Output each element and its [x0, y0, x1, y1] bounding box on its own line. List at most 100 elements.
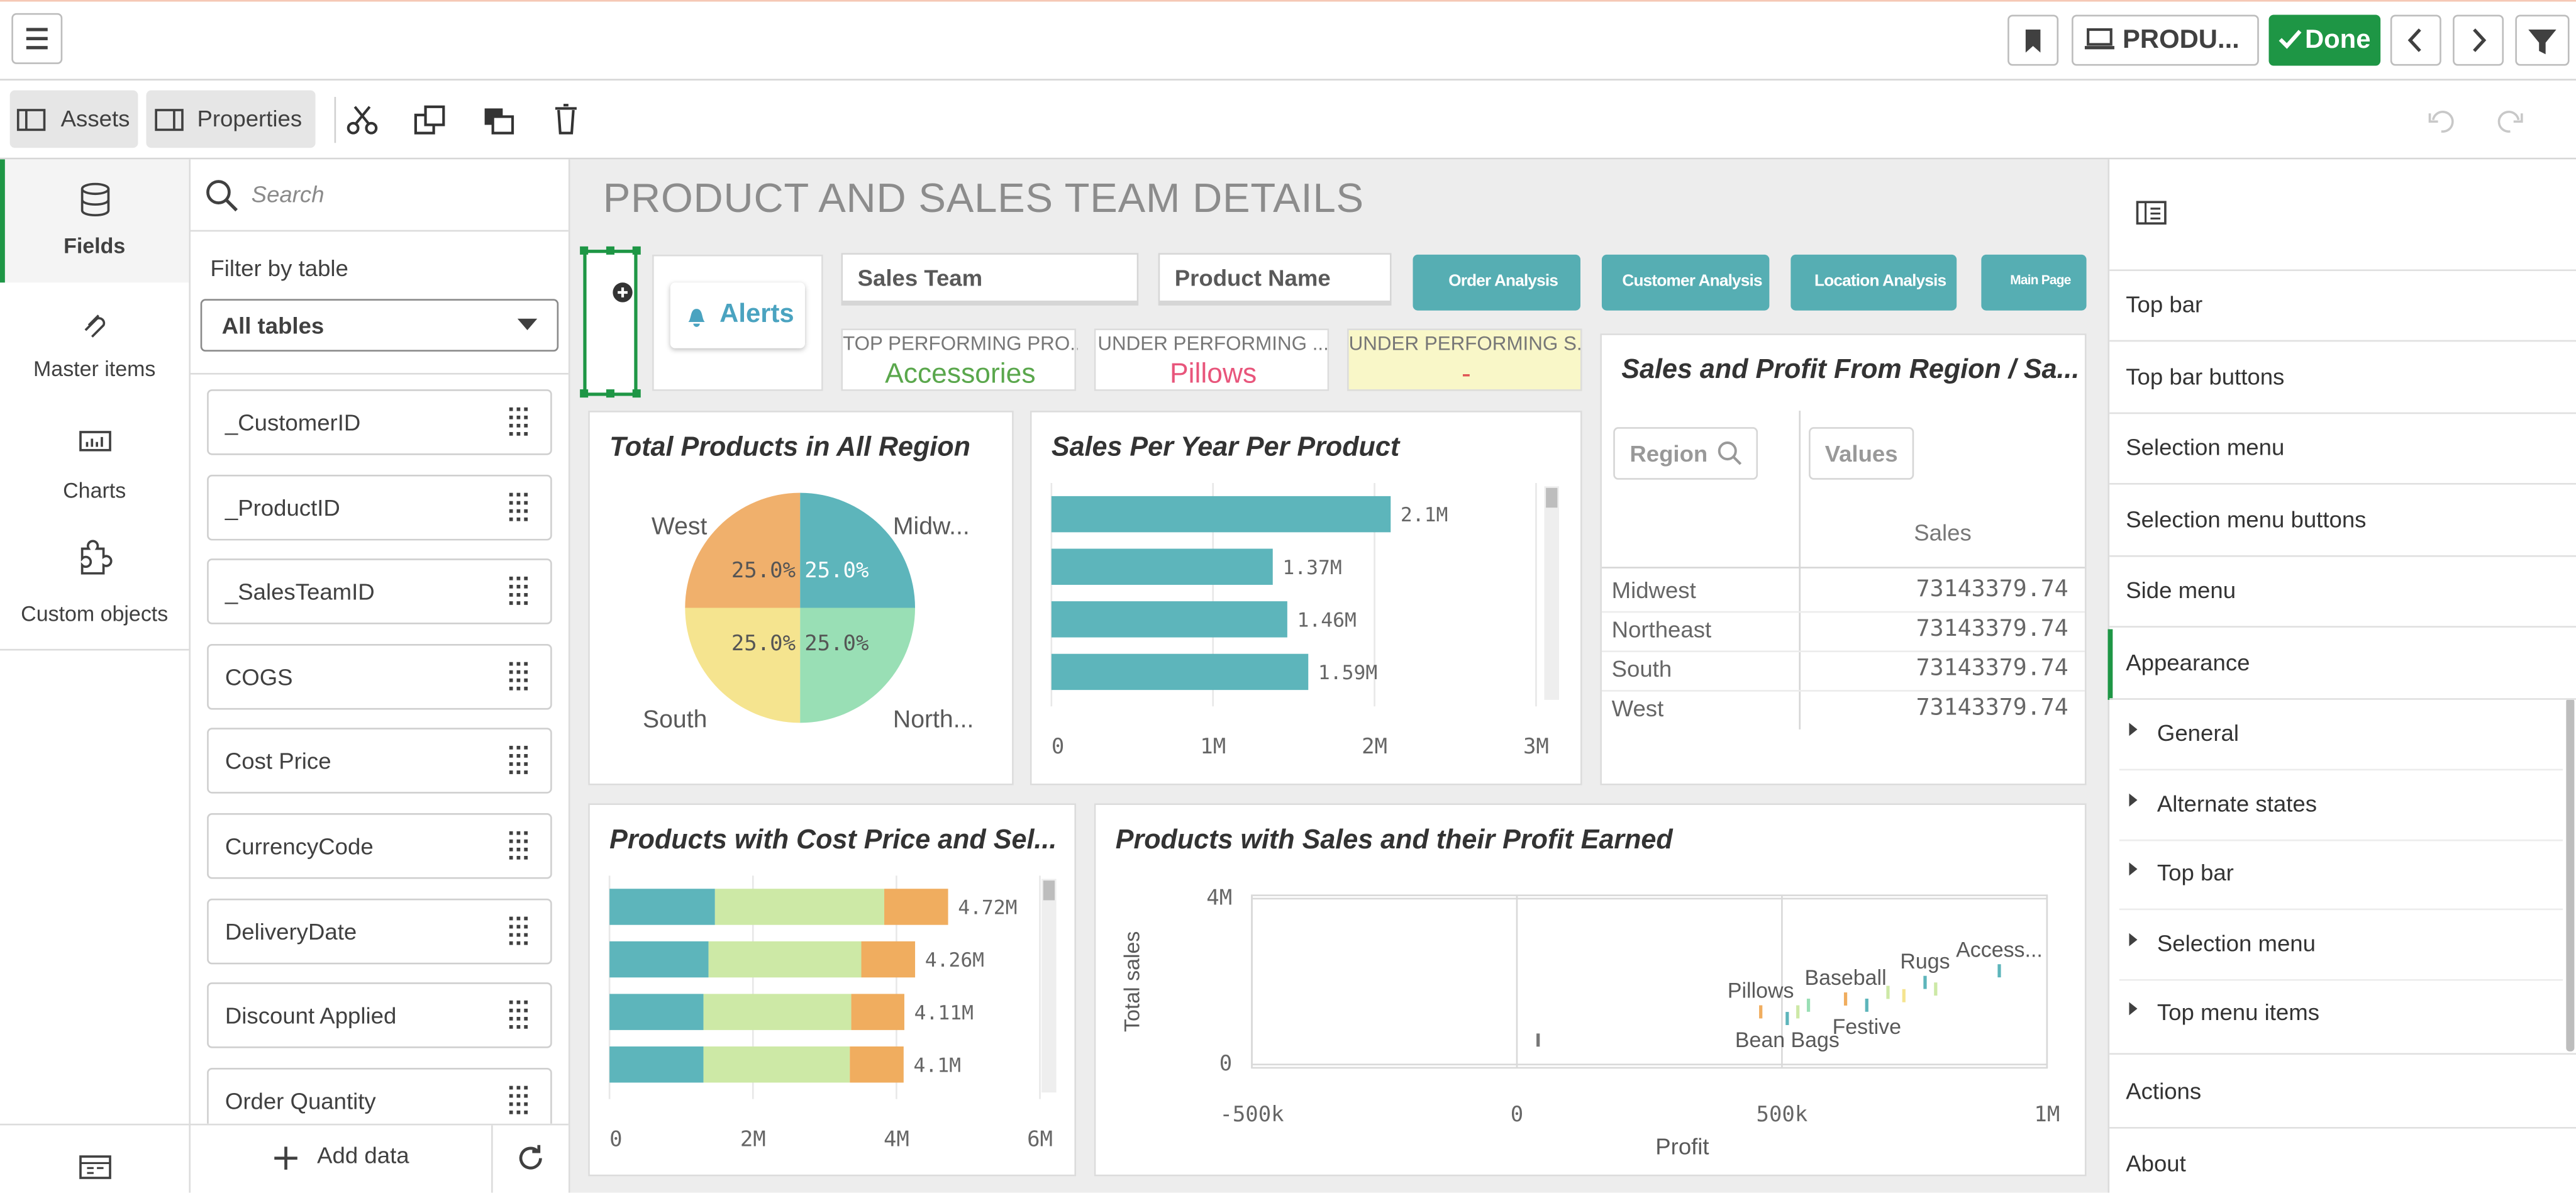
- x-tick-label: 1M: [2034, 1102, 2060, 1127]
- drag-handle[interactable]: [508, 406, 531, 438]
- drag-handle[interactable]: [508, 491, 531, 523]
- kpi-value: Pillows: [1170, 358, 1257, 390]
- section-item[interactable]: Selection menu: [2126, 434, 2285, 460]
- nav-button[interactable]: Customer Analysis: [1601, 254, 1770, 311]
- nav-item[interactable]: Custom objects: [21, 601, 169, 626]
- field-item[interactable]: Cost Price: [207, 728, 552, 794]
- drag-handle[interactable]: [508, 999, 531, 1032]
- table-object[interactable]: Sales and Profit From Region / Sa... Regi…: [1600, 333, 2087, 785]
- divider: [191, 230, 569, 232]
- add-data-button[interactable]: Add data: [317, 1141, 409, 1168]
- done-button[interactable]: Done: [2268, 14, 2381, 66]
- selected-object[interactable]: [583, 250, 638, 396]
- field-name: _CustomerID: [225, 409, 361, 436]
- x-tick-label: 2M: [740, 1126, 766, 1151]
- nav-button-label: Customer Analysis: [1622, 272, 1762, 291]
- dimension-header[interactable]: Region: [1613, 427, 1758, 480]
- scrollbar-thumb: [1546, 487, 1558, 508]
- bar-total-label: 4.11M: [914, 1002, 974, 1024]
- filter-button[interactable]: [2515, 14, 2570, 66]
- expand-arrow[interactable]: [2128, 1001, 2141, 1017]
- section-item[interactable]: Side menu: [2126, 577, 2236, 604]
- field-item[interactable]: _ProductID: [207, 474, 552, 540]
- field-item[interactable]: CurrencyCode: [207, 813, 552, 879]
- nav-button[interactable]: Location Analysis: [1790, 254, 1957, 311]
- values-header[interactable]: Values: [1809, 427, 1914, 480]
- section-item[interactable]: Actions: [2126, 1077, 2202, 1104]
- field-name: COGS: [225, 663, 293, 690]
- slice-category-label: South: [643, 706, 707, 733]
- field-item[interactable]: _CustomerID: [207, 389, 552, 455]
- drag-handle[interactable]: [508, 1084, 531, 1117]
- y-axis-title: Total sales: [1120, 931, 1144, 1032]
- field-item[interactable]: _SalesTeamID: [207, 558, 552, 625]
- sub-item[interactable]: General: [2157, 719, 2239, 746]
- next-button[interactable]: [2453, 14, 2504, 66]
- divider: [2109, 483, 2576, 486]
- chart-panel[interactable]: [588, 803, 1077, 1177]
- field-item[interactable]: Discount Applied: [207, 982, 552, 1049]
- search-input[interactable]: Search: [251, 180, 325, 208]
- chart-title: Products with Cost Price and Sel...: [609, 824, 1057, 855]
- expand-arrow[interactable]: [2128, 791, 2141, 807]
- divider: [491, 1125, 493, 1193]
- table-filter-dropdown[interactable]: All tables: [200, 299, 559, 352]
- pie-slice: [800, 608, 916, 723]
- section-item[interactable]: Top bar buttons: [2126, 362, 2285, 389]
- chart-panel[interactable]: [1030, 411, 1582, 785]
- drag-handle[interactable]: [508, 660, 531, 693]
- nav-item[interactable]: Charts: [63, 478, 126, 503]
- field-item[interactable]: Order Quantity: [207, 1067, 552, 1124]
- menu-icon: [26, 28, 48, 50]
- filter-pane[interactable]: Product Name: [1158, 253, 1392, 306]
- sub-item[interactable]: Top bar: [2157, 859, 2234, 885]
- bar-segment: [609, 941, 709, 978]
- field-name: CurrencyCode: [225, 833, 374, 860]
- x-tick-label: 3M: [1523, 734, 1549, 759]
- measure-header[interactable]: Sales: [1914, 519, 1972, 546]
- next-icon: [2473, 28, 2487, 52]
- reload-button[interactable]: [513, 1140, 548, 1176]
- section-item[interactable]: About: [2126, 1150, 2186, 1177]
- drag-handle[interactable]: [508, 914, 531, 947]
- chart-panel[interactable]: [1094, 803, 2087, 1177]
- nav-button[interactable]: Order Analysis: [1413, 254, 1580, 311]
- sheet-button[interactable]: PRODU...: [2072, 14, 2259, 66]
- sub-item[interactable]: Selection menu: [2157, 929, 2316, 956]
- row-divider: [1601, 611, 2085, 613]
- point: [1902, 989, 1906, 1002]
- field-item[interactable]: DeliveryDate: [207, 897, 552, 964]
- nav-button[interactable]: Main Page: [1981, 254, 2087, 311]
- check-icon: [2279, 30, 2302, 49]
- section-item[interactable]: Appearance: [2126, 648, 2250, 675]
- field-item[interactable]: COGS: [207, 643, 552, 709]
- drag-handle[interactable]: [508, 830, 531, 862]
- point: [1997, 964, 2001, 978]
- prev-button[interactable]: [2390, 14, 2441, 66]
- section-item[interactable]: Top bar: [2126, 291, 2203, 318]
- scrollbar[interactable]: [2566, 698, 2575, 1052]
- kpi: TOP PERFORMING PRO... Accessories: [841, 328, 1078, 391]
- expand-arrow[interactable]: [2128, 931, 2141, 947]
- nav-item[interactable]: Fields: [64, 233, 126, 258]
- sub-item[interactable]: Alternate states: [2157, 789, 2317, 816]
- nav-item[interactable]: Master items: [33, 356, 156, 382]
- bar-segment: [851, 994, 904, 1030]
- expand-arrow[interactable]: [2128, 721, 2141, 738]
- bookmark-button[interactable]: [2007, 14, 2059, 66]
- bar: [1051, 601, 1287, 638]
- slice-value-label: 25.0%: [804, 631, 869, 656]
- assets-button[interactable]: Assets: [9, 90, 138, 148]
- menu-button[interactable]: [11, 13, 63, 64]
- section-item[interactable]: Selection menu buttons: [2126, 506, 2367, 532]
- expand-arrow[interactable]: [2128, 861, 2141, 877]
- drag-handle[interactable]: [508, 575, 531, 608]
- x-tick-label: -500k: [1219, 1102, 1284, 1127]
- drag-handle[interactable]: [508, 745, 531, 777]
- bar: [1051, 496, 1391, 533]
- divider: [2119, 769, 2563, 771]
- sub-item[interactable]: Top menu items: [2157, 999, 2320, 1026]
- divider: [2109, 1126, 2576, 1129]
- filter-pane[interactable]: Sales Team: [841, 253, 1139, 306]
- header-divider: [1601, 567, 2085, 569]
